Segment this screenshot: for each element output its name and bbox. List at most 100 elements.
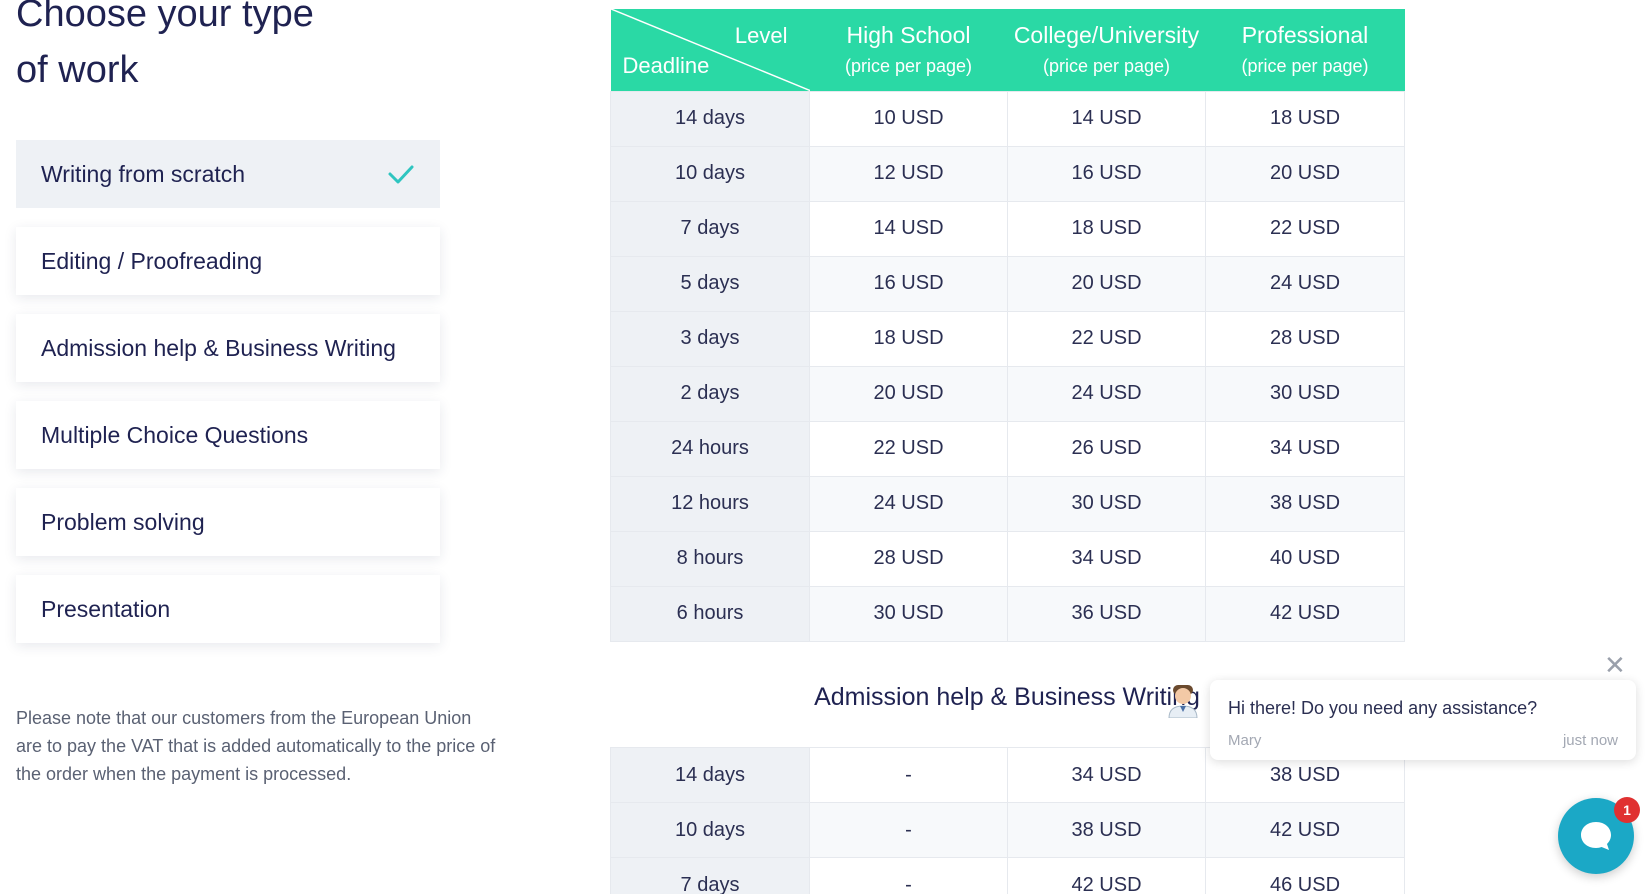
price-cell: 24 USD [1007, 365, 1206, 422]
work-type-list: Writing from scratch Editing / Proofread… [16, 140, 440, 662]
table-row: 6 hours 30 USD 36 USD 42 USD [610, 585, 1405, 642]
price-cell: 28 USD [1205, 310, 1405, 367]
work-type-label: Presentation [41, 595, 171, 622]
table-row: 8 hours 28 USD 34 USD 40 USD [610, 530, 1405, 587]
price-cell: 30 USD [1205, 365, 1405, 422]
price-cell: 30 USD [1007, 475, 1206, 532]
deadline-cell: 5 days [610, 255, 810, 312]
price-cell: 42 USD [1205, 585, 1405, 642]
price-cell: 30 USD [809, 585, 1008, 642]
check-icon [388, 165, 414, 184]
price-cell: 20 USD [1205, 145, 1405, 202]
unread-badge: 1 [1614, 797, 1640, 823]
deadline-label: Deadline [622, 52, 710, 78]
price-cell: 42 USD [1007, 857, 1206, 894]
chat-bubble-icon [1581, 822, 1611, 850]
close-icon[interactable]: ✕ [1604, 650, 1626, 680]
deadline-cell: 8 hours [610, 530, 810, 587]
deadline-cell: 14 days [610, 90, 810, 147]
agent-avatar [1168, 685, 1198, 718]
table-row: 5 days 16 USD 20 USD 24 USD [610, 255, 1405, 312]
price-cell: - [809, 747, 1008, 803]
table-row: 10 days -38 USD 42 USD [610, 802, 1405, 858]
price-cell: 38 USD [1007, 802, 1206, 858]
price-cell: 46 USD [1205, 857, 1405, 894]
deadline-cell: 10 days [610, 145, 810, 202]
work-type-presentation[interactable]: Presentation [16, 575, 440, 643]
table-row: 14 days -34 USD 38 USD [610, 747, 1405, 803]
table-row: 10 days 12 USD 16 USD 20 USD [610, 145, 1405, 202]
price-cell: 12 USD [809, 145, 1008, 202]
price-cell: 28 USD [809, 530, 1008, 587]
price-cell: 22 USD [1007, 310, 1206, 367]
table-row: 3 days 18 USD 22 USD 28 USD [610, 310, 1405, 367]
chat-bubble[interactable]: Hi there! Do you need any assistance? Ma… [1210, 680, 1636, 760]
column-header-college: College/University (price per page) [1007, 9, 1206, 91]
price-cell: 22 USD [809, 420, 1008, 477]
deadline-cell: 2 days [610, 365, 810, 422]
table-row: 2 days 20 USD 24 USD 30 USD [610, 365, 1405, 422]
price-cell: 34 USD [1007, 530, 1206, 587]
level-label: Level [734, 23, 788, 48]
deadline-cell: 7 days [610, 857, 810, 894]
price-cell: 20 USD [1007, 255, 1206, 312]
price-table-admission: 14 days -34 USD 38 USD 10 days -38 USD 42 USD… [610, 747, 1405, 894]
price-table-body: 14 days -34 USD 38 USD 10 days -38 USD 42 USD… [610, 747, 1405, 894]
price-cell: 10 USD [809, 90, 1008, 147]
deadline-cell: 7 days [610, 200, 810, 257]
price-cell: 24 USD [809, 475, 1008, 532]
work-type-writing-from-scratch[interactable]: Writing from scratch [16, 140, 440, 208]
price-cell: 36 USD [1007, 585, 1206, 642]
table-header-row: Level Deadline High School (price per pa… [610, 9, 1405, 91]
price-cell: 24 USD [1205, 255, 1405, 312]
price-cell: 40 USD [1205, 530, 1405, 587]
table-row: 12 hours 24 USD 30 USD 38 USD [610, 475, 1405, 532]
price-cell: 22 USD [1205, 200, 1405, 257]
table-row: 7 days 14 USD 18 USD 22 USD [610, 200, 1405, 257]
price-cell: 34 USD [1205, 420, 1405, 477]
price-cell: - [809, 857, 1008, 894]
work-type-editing-proofreading[interactable]: Editing / Proofreading [16, 227, 440, 295]
work-type-label: Multiple Choice Questions [41, 421, 309, 448]
price-cell: 14 USD [809, 200, 1008, 257]
table-row: 14 days 10 USD 14 USD 18 USD [610, 90, 1405, 147]
price-cell: 16 USD [809, 255, 1008, 312]
work-type-admission-business[interactable]: Admission help & Business Writing [16, 314, 440, 382]
section-title: Admission help & Business Writing [814, 683, 1200, 711]
deadline-cell: 10 days [610, 802, 810, 858]
work-type-label: Problem solving [41, 508, 205, 535]
price-cell: - [809, 802, 1008, 858]
table-row: 24 hours 22 USD 26 USD 34 USD [610, 420, 1405, 477]
price-cell: 26 USD [1007, 420, 1206, 477]
work-type-problem-solving[interactable]: Problem solving [16, 488, 440, 556]
deadline-cell: 6 hours [610, 585, 810, 642]
price-table: Level Deadline High School (price per pa… [610, 9, 1405, 642]
price-cell: 16 USD [1007, 145, 1206, 202]
price-cell: 34 USD [1007, 747, 1206, 803]
price-cell: 18 USD [809, 310, 1008, 367]
chat-agent-name: Mary [1228, 732, 1262, 749]
price-table-body: 14 days 10 USD 14 USD 18 USD 10 days 12 USD 16… [610, 90, 1405, 642]
work-type-label: Admission help & Business Writing [41, 334, 396, 361]
corner-header: Level Deadline [610, 9, 810, 91]
price-cell: 20 USD [809, 365, 1008, 422]
table-row: 7 days -42 USD 46 USD [610, 857, 1405, 894]
chat-launcher-button[interactable] [1558, 798, 1634, 874]
deadline-cell: 14 days [610, 747, 810, 803]
deadline-cell: 12 hours [610, 475, 810, 532]
work-type-label: Editing / Proofreading [41, 247, 263, 274]
price-cell: 18 USD [1205, 90, 1405, 147]
deadline-cell: 24 hours [610, 420, 810, 477]
work-type-multiple-choice[interactable]: Multiple Choice Questions [16, 401, 440, 469]
price-cell: 18 USD [1007, 200, 1206, 257]
deadline-cell: 3 days [610, 310, 810, 367]
column-header-professional: Professional (price per page) [1205, 9, 1405, 91]
column-header-high-school: High School (price per page) [809, 9, 1008, 91]
diagonal-divider [610, 9, 810, 91]
price-cell: 38 USD [1205, 475, 1405, 532]
chat-message: Hi there! Do you need any assistance? [1228, 698, 1538, 718]
price-cell: 42 USD [1205, 802, 1405, 858]
work-type-label: Writing from scratch [41, 160, 246, 187]
chat-meta: Mary just now [1228, 732, 1618, 749]
